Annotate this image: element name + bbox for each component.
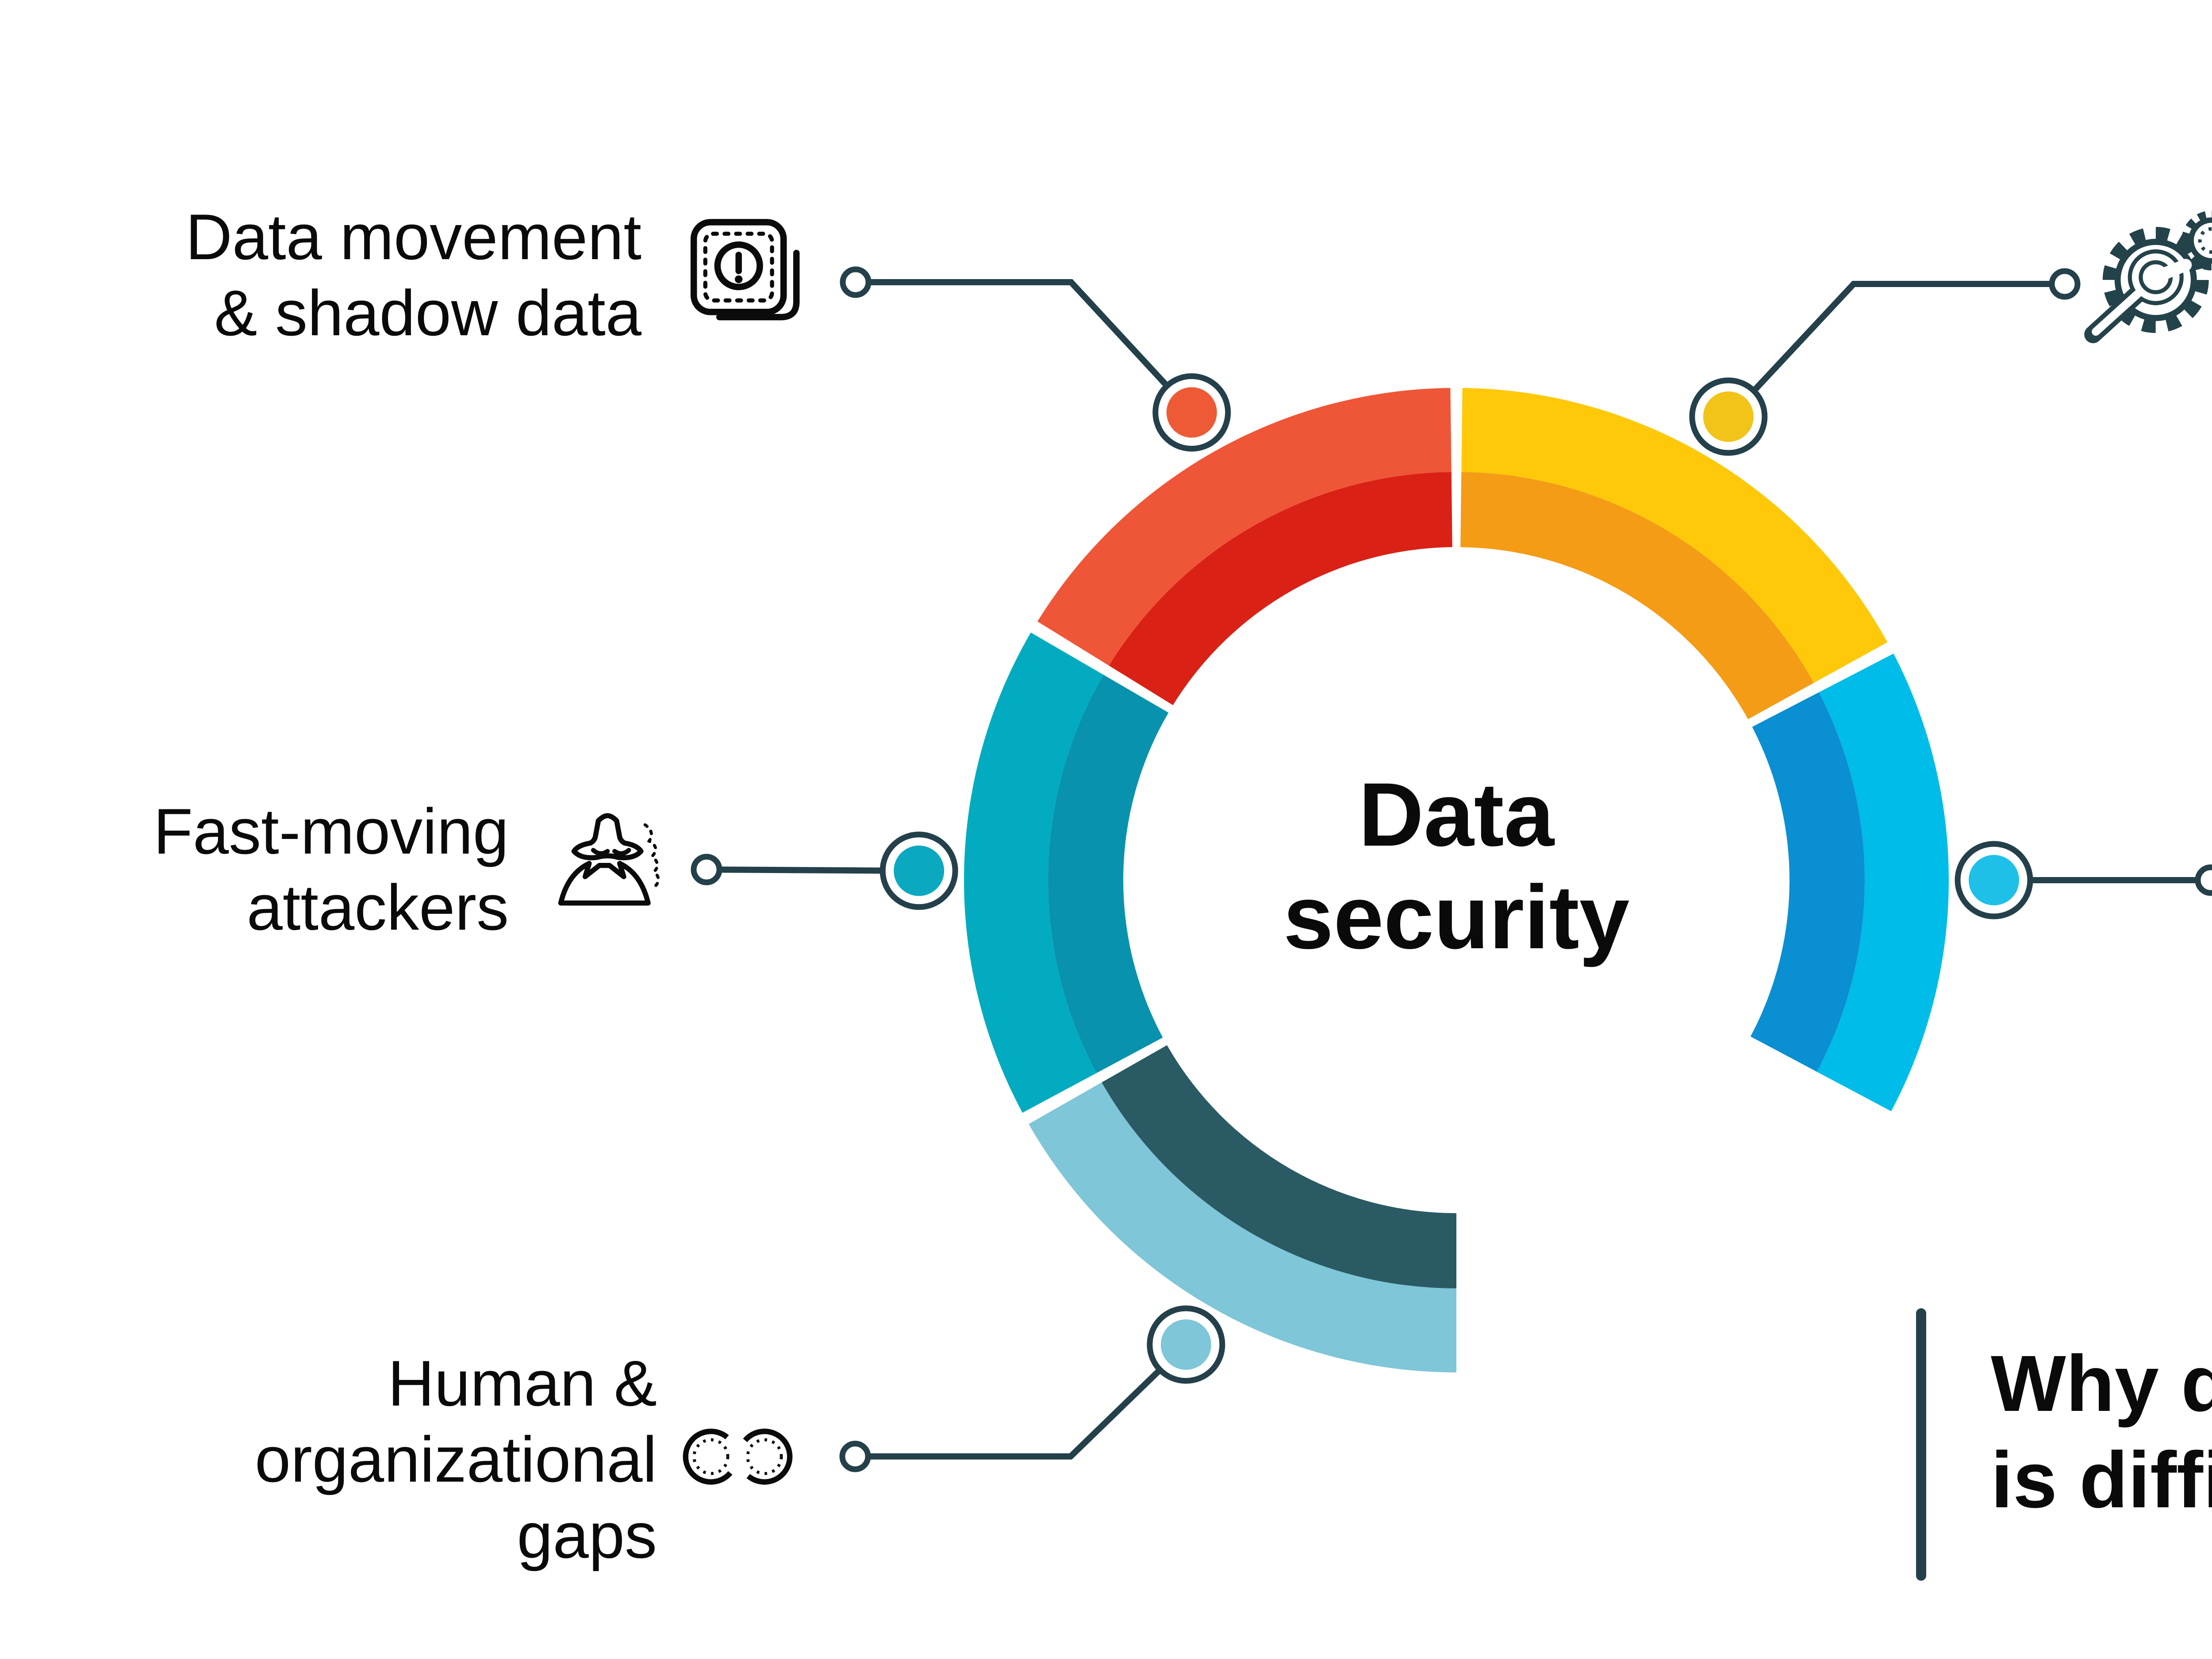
big-gear-teeth [2102,226,2209,333]
dot-fill-upkeep [1703,391,1754,442]
segment-regulatory-inner [1750,692,1865,1072]
right-ring [736,1429,793,1485]
connector-ring-upkeep [2049,268,2081,300]
spy-hat [571,813,644,861]
spy-eye-right [612,848,631,856]
documents-alert-icon [690,219,800,321]
dashed-border [703,231,774,303]
title-line: Data [1358,764,1555,865]
label-line: Data movement [185,201,641,273]
connector-line-upkeep [1727,281,2065,419]
label-line: Fast-moving [153,795,509,867]
label-line: attackers [246,871,509,943]
label-line: Human & [388,1347,657,1419]
dot-fill-movement [1166,387,1217,438]
segment-upkeep-inner [1460,472,1814,720]
label-line: & shadow data [214,277,641,349]
caption-line: Why data security [1991,1339,2212,1428]
right-ring-dotted [746,1438,783,1475]
label-line: organizational [254,1423,657,1495]
label-line: gaps [517,1499,657,1571]
dot-fill-human [1160,1319,1211,1370]
caption-accent-bar [1916,1308,1926,1581]
segment-attackers-outer [964,632,1104,1113]
segment-human-inner [1102,1045,1456,1288]
caption-title: Why data security is difficult in practi… [1991,1336,2212,1529]
connector-line-movement [856,279,1194,415]
connector-ring-human [839,1441,871,1472]
title-line: security [1283,867,1630,968]
spy-eye-left [591,848,610,856]
segment-attackers-inner [1048,674,1169,1073]
label-data-movement: Data movement & shadow data [185,199,641,351]
label-fast-moving-attackers: Fast-moving attackers [154,793,509,946]
alert-dot [735,275,743,284]
connector-ring-regulatory [2195,864,2212,896]
back-sheet-outline [716,249,800,321]
connector-ring-attackers [691,854,722,885]
dot-fill-regulatory [1969,855,2019,905]
spy-body [558,861,651,906]
segment-upkeep-outer [1461,388,1888,683]
connector-ring-movement [840,266,872,298]
linked-rings-icon [683,1429,793,1485]
segment-regulatory-outer [1816,653,1949,1111]
maintenance-gears-icon [2084,211,2212,344]
label-human-organizational-gaps: Human & organizational gaps [255,1345,657,1574]
motion-dots [643,823,660,891]
left-ring-dotted [692,1438,730,1475]
segment-movement-inner [1109,472,1452,705]
left-ring [683,1429,739,1485]
caption-line: is difficult in practice [1991,1436,2212,1525]
small-gear-dotted-core [2198,227,2212,254]
donut-center-title: Data security [1283,763,1629,969]
segment-movement-outer [1037,388,1452,666]
dot-fill-attackers [894,845,945,896]
connector-line-human [855,1342,1188,1460]
attacker-spy-icon [558,813,660,906]
segment-human-outer [1029,1082,1456,1372]
